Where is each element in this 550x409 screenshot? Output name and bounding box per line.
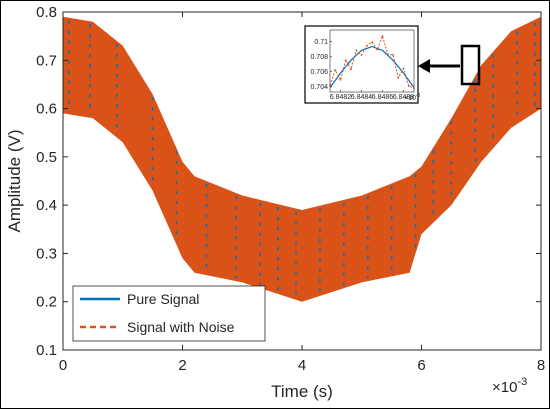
inset-noisy-point	[360, 54, 363, 56]
inset-noisy-point	[413, 87, 415, 90]
legend-box	[72, 285, 266, 342]
inset-noisy-point	[329, 84, 331, 87]
legend: Pure Signal Signal with Noise	[72, 285, 266, 342]
inset-x-tick-label: 6.8488	[393, 94, 415, 101]
inset-axes-box	[329, 29, 415, 93]
y-tick-label: 0.1	[36, 342, 57, 359]
legend-label-pure: Pure Signal	[127, 291, 199, 307]
inset-noisy-point	[334, 69, 337, 71]
x-tick-label: 6	[417, 357, 425, 374]
x-exponent: ×10-3	[492, 376, 527, 396]
x-tick-label: 8	[537, 357, 545, 374]
inset-noisy-point	[386, 53, 389, 56]
y-tick-label: 0.7	[36, 52, 57, 69]
inset-noisy-point	[407, 85, 410, 87]
axis-ticks: 0 2 4 6 8 0.1 0.2 0.3 0.4 0.5 0.6 0.7 0.8	[36, 4, 545, 374]
inset-noisy-point	[339, 79, 342, 81]
inset-noisy-point	[376, 48, 379, 51]
noise-band	[63, 16, 541, 302]
inset-x-tick-label: 6.8482	[330, 94, 352, 101]
x-tick-label: 0	[59, 357, 67, 374]
inset-noisy-point	[397, 76, 400, 79]
inset-noisy-point	[392, 54, 394, 56]
signal-bands	[63, 16, 541, 302]
y-tick-label: 0.4	[36, 197, 57, 214]
inset-noisy-point	[355, 49, 358, 52]
x-tick-label: 4	[298, 357, 306, 374]
zoom-arrow-head	[418, 59, 430, 73]
inset-y-tick-label: 0.704	[310, 84, 328, 91]
inset-y-tick-label: 0.71	[314, 39, 328, 46]
y-tick-label: 0.3	[36, 245, 57, 262]
inset-x-tick-label: 6.8484	[351, 94, 373, 101]
x-axis-label: Time (s)	[271, 382, 333, 401]
inset-noisy-point	[381, 35, 384, 37]
inset-ticks: 6.8482 6.8484 6.8486 6.8488 0.704 0.706 0.708 0…	[310, 39, 414, 101]
y-tick-label: 0.5	[36, 149, 57, 166]
x-tick-label: 2	[178, 357, 186, 374]
zoom-box	[460, 44, 481, 86]
inset-y-tick-label: 0.708	[310, 54, 328, 61]
y-tick-label: 0.6	[36, 101, 57, 118]
y-tick-label: 0.8	[36, 4, 57, 21]
y-axis-label: Amplitude (V)	[5, 130, 24, 233]
y-tick-label: 0.2	[36, 294, 57, 311]
inset-x-exponent: ×10-3	[404, 93, 421, 102]
inset-noisy-point	[350, 68, 352, 71]
zoom-indicator	[418, 44, 481, 86]
inset-plot	[329, 34, 415, 90]
inset-noisy-point	[402, 67, 405, 70]
inset-chart: 6.8482 6.8484 6.8486 6.8488 0.704 0.706 0.708 0…	[304, 25, 421, 104]
inset-x-tick-label: 6.8486	[372, 94, 394, 101]
legend-label-noise: Signal with Noise	[127, 319, 235, 335]
inset-noisy-point	[365, 44, 368, 47]
inset-noisy-point	[371, 41, 373, 43]
inset-y-tick-label: 0.706	[310, 69, 328, 76]
inset-noisy-point	[344, 59, 347, 62]
plot-area: 0 2 4 6 8 0.1 0.2 0.3 0.4 0.5 0.6 0.7 0.8	[36, 4, 545, 374]
